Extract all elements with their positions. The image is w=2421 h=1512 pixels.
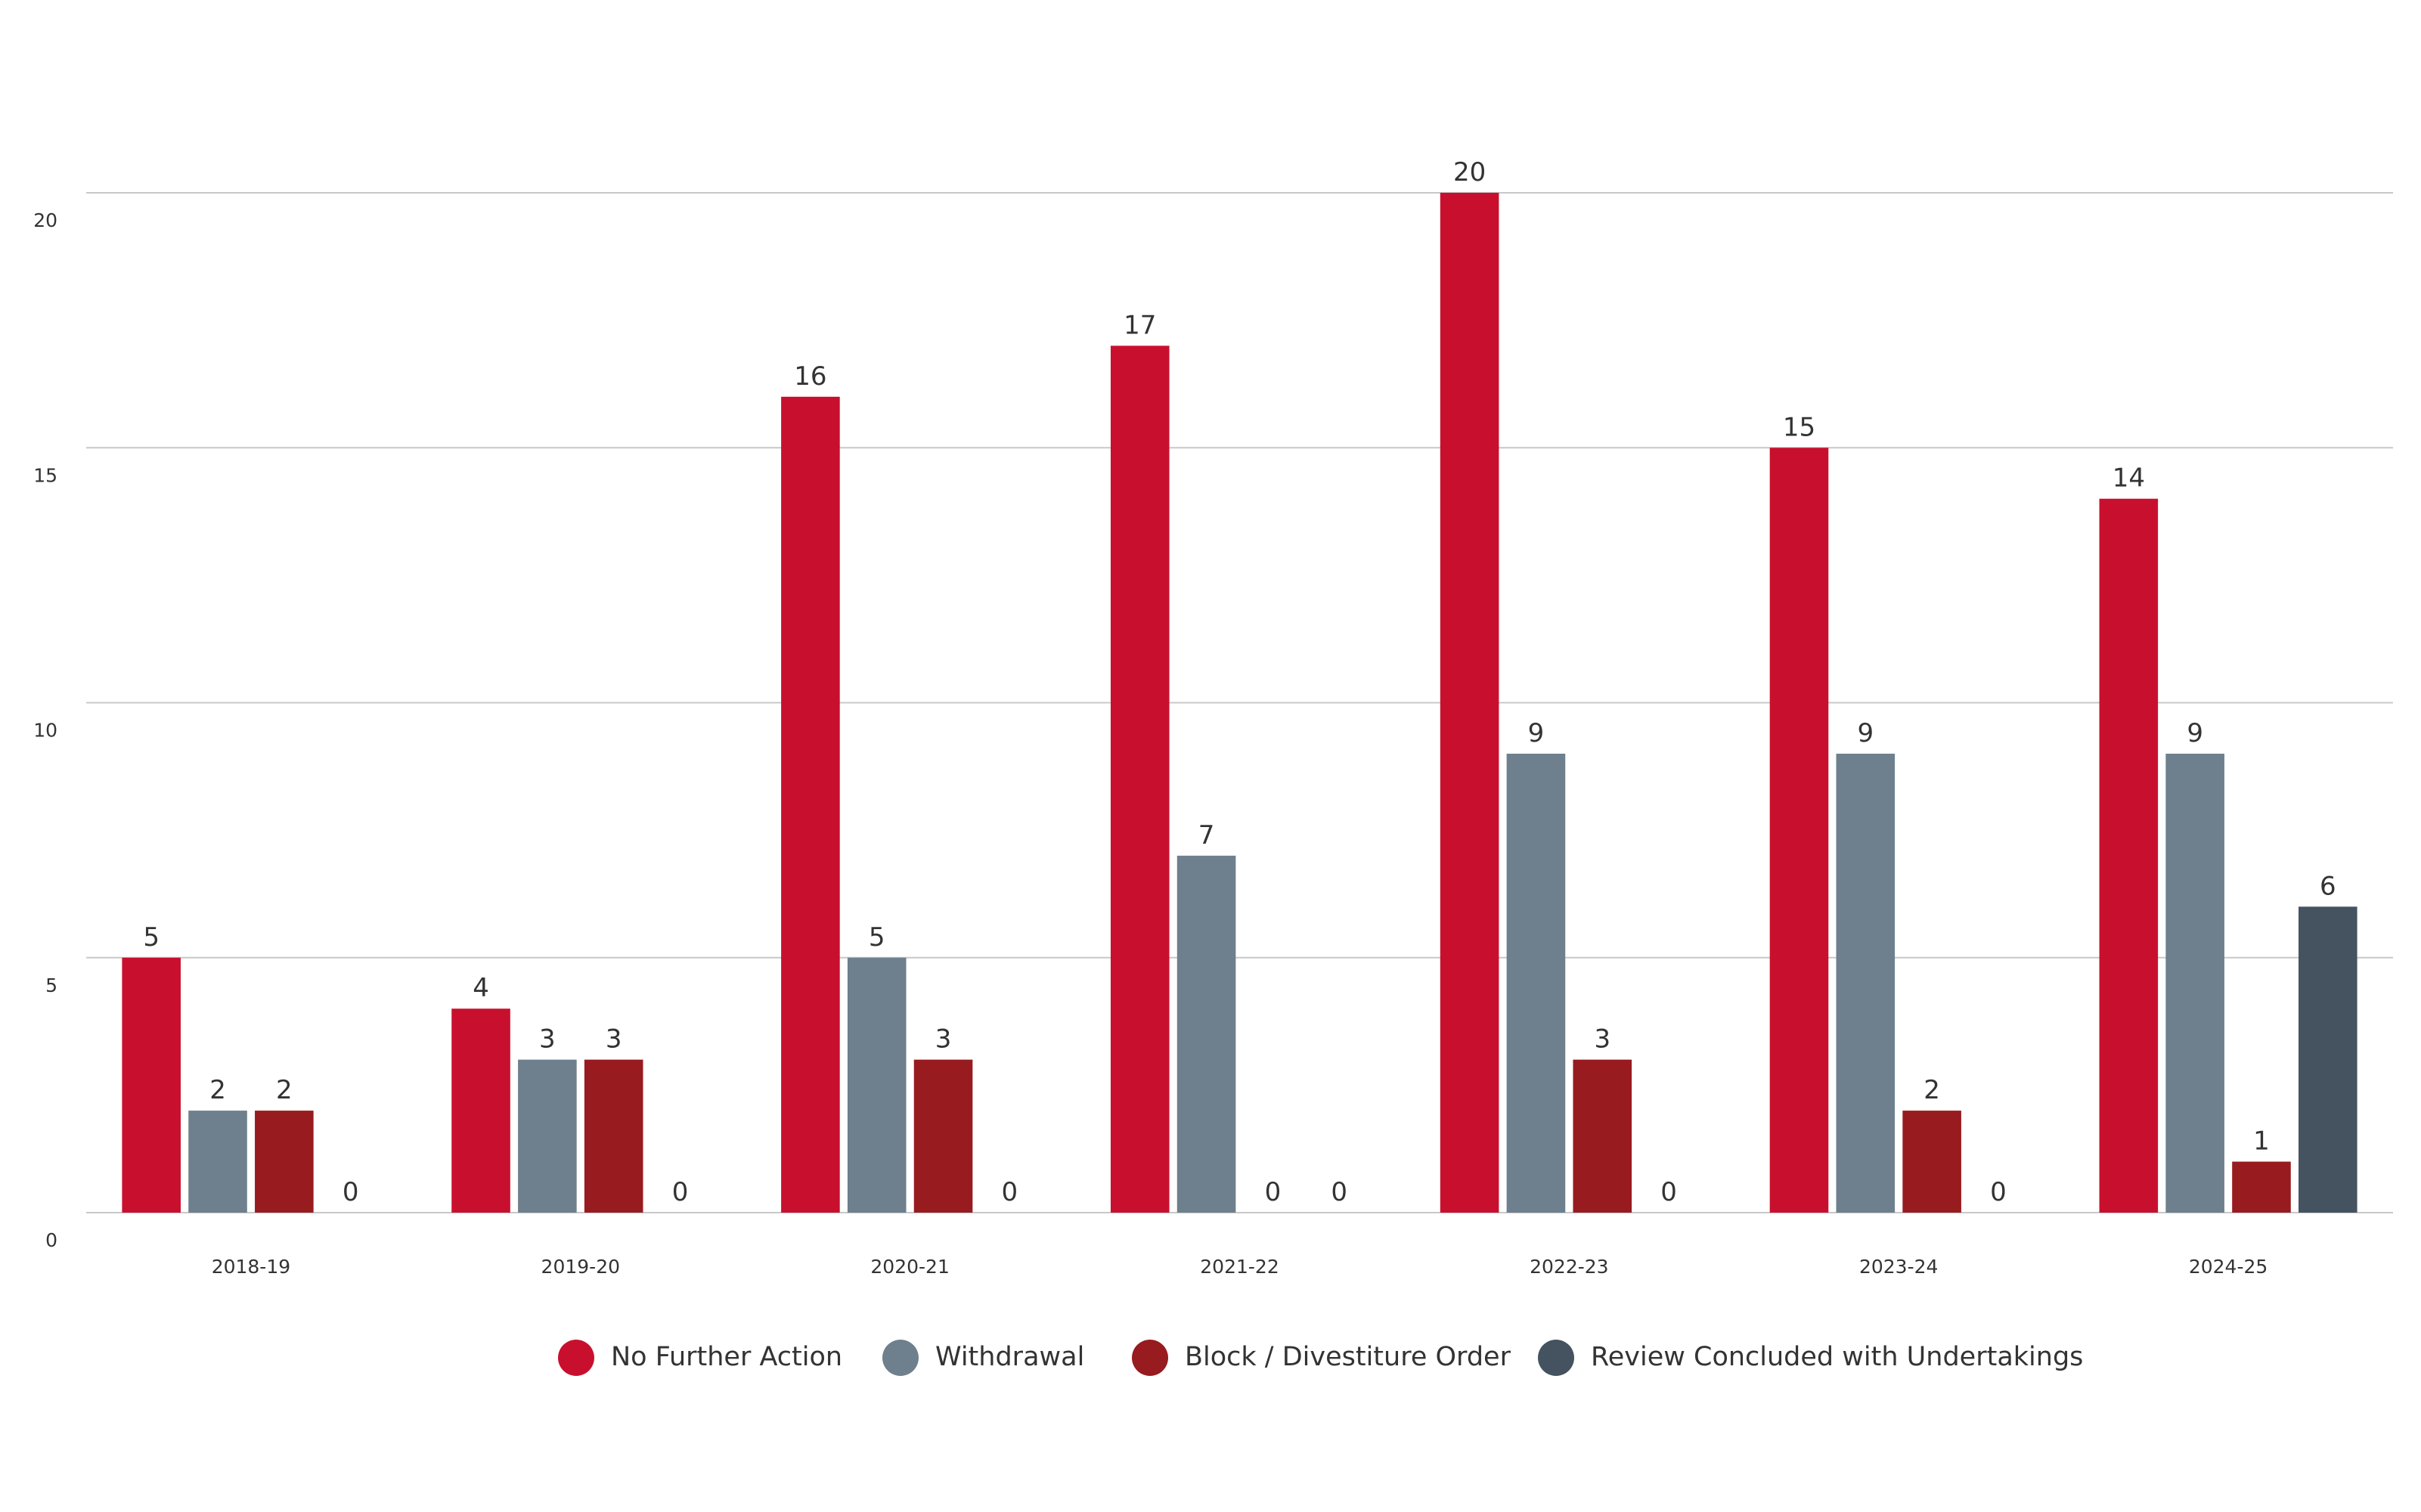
legend-marker (1132, 1340, 1168, 1376)
value-label: 3 (539, 1024, 556, 1055)
value-label: 15 (1783, 412, 1815, 442)
y-tick-label: 15 (33, 464, 57, 486)
value-label: 1 (2253, 1126, 2270, 1157)
legend-marker (882, 1340, 919, 1376)
x-tick-label: 2019-20 (541, 1256, 620, 1278)
bar (2299, 906, 2357, 1213)
y-tick-label: 20 (33, 209, 57, 231)
value-label: 5 (869, 922, 885, 953)
value-label: 4 (473, 973, 489, 1003)
value-label: 0 (1990, 1177, 2007, 1207)
value-label: 16 (794, 361, 826, 392)
value-label: 3 (1594, 1024, 1610, 1055)
value-label: 9 (1528, 718, 1545, 748)
value-label: 2 (209, 1075, 226, 1105)
legend-label: No Further Action (611, 1342, 842, 1372)
value-label: 0 (672, 1177, 689, 1207)
bar (518, 1059, 577, 1213)
value-label: 7 (1198, 820, 1215, 850)
value-label: 0 (1002, 1177, 1018, 1207)
bar (451, 1009, 510, 1213)
bar (1176, 855, 1236, 1213)
bar (255, 1111, 314, 1213)
bar (2232, 1161, 2291, 1213)
bar (847, 957, 907, 1213)
x-tick-label: 2021-22 (1200, 1256, 1279, 1278)
legend-marker (1538, 1340, 1574, 1376)
bar (1769, 448, 1829, 1213)
y-tick-label: 10 (33, 720, 57, 742)
legend-label: Block / Divestiture Order (1185, 1342, 1511, 1372)
value-label: 5 (143, 922, 160, 953)
bar (2099, 498, 2159, 1213)
bar (781, 396, 840, 1213)
x-tick-label: 2024-25 (2189, 1256, 2268, 1278)
x-tick-label: 2020-21 (870, 1256, 949, 1278)
value-label: 0 (343, 1177, 359, 1207)
bar (2165, 753, 2224, 1213)
bar (122, 957, 181, 1213)
value-label: 14 (2113, 463, 2145, 494)
bar (1440, 193, 1499, 1213)
bar (1902, 1111, 1961, 1213)
x-tick-label: 2018-19 (212, 1256, 290, 1278)
legend-label: Withdrawal (935, 1342, 1084, 1372)
value-label: 2 (1923, 1075, 1940, 1105)
value-label: 0 (1331, 1177, 1347, 1207)
legend-marker (558, 1340, 594, 1376)
bar (1573, 1059, 1632, 1213)
bar (188, 1111, 247, 1213)
bar (1110, 345, 1170, 1213)
value-label: 20 (1453, 157, 1486, 187)
x-tick-label: 2022-23 (1530, 1256, 1608, 1278)
value-label: 0 (1265, 1177, 1282, 1207)
value-label: 3 (606, 1024, 622, 1055)
bar (913, 1059, 973, 1213)
y-tick-label: 5 (45, 974, 57, 996)
value-label: 17 (1124, 310, 1156, 340)
value-label: 9 (1857, 718, 1874, 748)
value-label: 0 (1660, 1177, 1677, 1207)
bar (584, 1059, 643, 1213)
value-label: 2 (276, 1075, 293, 1105)
value-label: 9 (2187, 718, 2203, 748)
x-tick-label: 2023-24 (1859, 1256, 1938, 1278)
y-tick-label: 0 (45, 1229, 57, 1251)
value-label: 3 (935, 1024, 952, 1055)
value-label: 6 (2320, 871, 2336, 901)
bar (1506, 753, 1566, 1213)
bar (1836, 753, 1896, 1213)
legend-label: Review Concluded with Undertakings (1591, 1342, 2083, 1372)
